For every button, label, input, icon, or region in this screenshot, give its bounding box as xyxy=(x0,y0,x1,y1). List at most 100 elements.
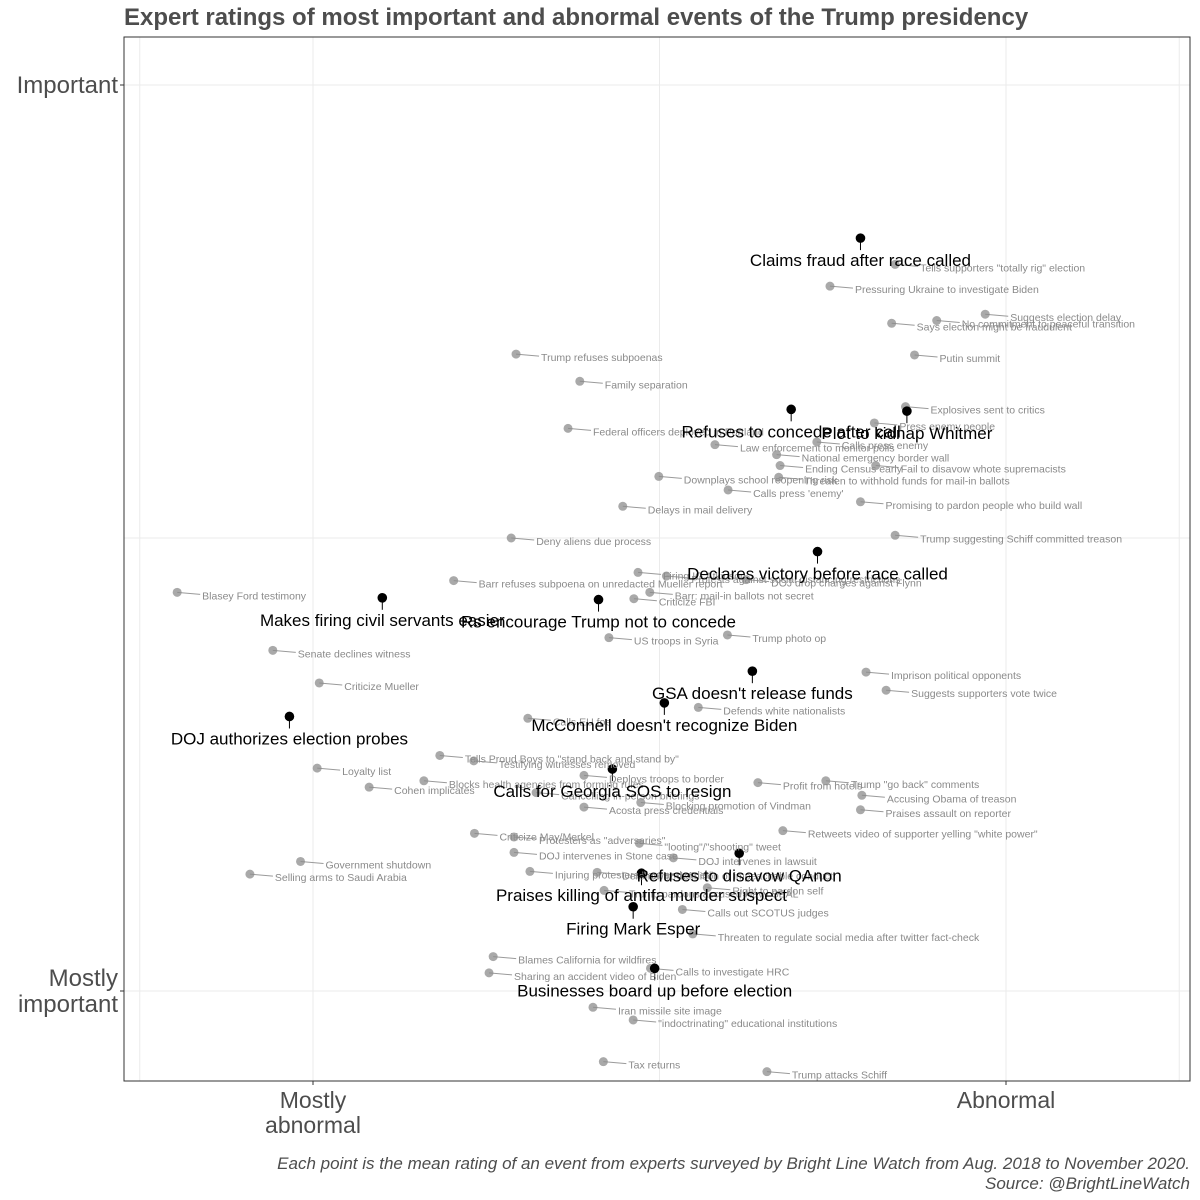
point-label: Acosta press credentials xyxy=(609,805,723,817)
point-label: Iran missile site image xyxy=(618,1005,722,1017)
point-label: Ending Census early xyxy=(805,464,903,476)
point-label: Blocks health agencies from forming rule… xyxy=(449,779,644,791)
data-point xyxy=(268,645,278,655)
point-label: Threaten to withhold funds for mail-in b… xyxy=(804,475,1010,487)
point-label: Injuring protesters "law and order" xyxy=(555,869,713,881)
data-point xyxy=(753,778,763,788)
data-point xyxy=(628,1015,638,1025)
point-label: Deploys troops to border xyxy=(609,773,724,785)
data-point xyxy=(636,798,646,808)
chart-title: Expert ratings of most important and abn… xyxy=(124,4,1029,31)
data-point xyxy=(723,485,733,495)
caption-line-description: Each point is the mean rating of an even… xyxy=(277,1154,1190,1173)
data-point xyxy=(688,929,698,939)
highlight-point xyxy=(607,764,618,774)
highlight-point xyxy=(659,698,670,708)
data-point xyxy=(812,437,822,447)
point-label: Retweets video of supporter yelling "whi… xyxy=(808,829,1038,841)
data-point xyxy=(910,350,920,360)
data-point xyxy=(774,472,784,482)
data-point xyxy=(245,869,255,879)
data-point xyxy=(563,423,573,433)
data-point xyxy=(861,667,871,677)
highlight-label: Plot to kidnap Whitmer xyxy=(821,424,992,443)
data-point xyxy=(488,952,498,962)
point-label: Calls press 'enemy' xyxy=(753,488,843,500)
data-point xyxy=(741,575,751,585)
point-label: Calls EU foe xyxy=(553,716,612,728)
point-label: Delays in mail delivery xyxy=(648,504,753,516)
data-point xyxy=(296,856,306,866)
point-label: Threaten to regulate social media after … xyxy=(718,932,980,944)
point-label: Explosives sent to critics xyxy=(931,405,1045,417)
chart-caption: Each point is the mean rating of an even… xyxy=(277,1154,1190,1194)
highlight-label: Makes firing civil servants easier xyxy=(260,611,505,630)
data-point xyxy=(778,826,788,836)
highlight-label: Rs encourage Trump not to concede xyxy=(461,613,736,632)
data-point xyxy=(855,805,865,815)
point-label: Testifying witnesses removed xyxy=(499,759,636,771)
point-label: Barr: mail-in ballots not secret xyxy=(675,590,814,602)
point-label: "indoctrinating" educational institution… xyxy=(658,1018,837,1030)
data-point xyxy=(932,316,942,326)
point-label: Pressuring Ukraine to investigate Biden xyxy=(855,284,1039,296)
highlight-point xyxy=(734,848,744,859)
point-label: DOJ intervenes in Stone case xyxy=(539,850,678,862)
point-label: Imprison political opponents xyxy=(891,670,1021,682)
point-label: Selling arms to Saudi Arabia xyxy=(275,872,407,884)
data-point xyxy=(484,968,494,978)
data-point xyxy=(825,281,835,291)
data-point xyxy=(661,571,671,581)
point-label: DOJ intervenes in lawsuit xyxy=(698,856,817,868)
point-label: Accusing Obama of treason xyxy=(887,793,1017,805)
highlight-label: Calls for Georgia SOS to resign xyxy=(493,782,731,801)
point-label: Trump "go back" comments xyxy=(851,779,979,791)
point-labels: Tells supporters "totally rig" election P… xyxy=(171,251,1135,1082)
highlight-point xyxy=(649,963,660,974)
highlight-point xyxy=(284,711,295,722)
point-label: Sharing an accident video of Biden xyxy=(514,971,676,983)
data-point xyxy=(693,702,703,712)
highlight-label: Refuses to disavow QAnon xyxy=(637,866,842,885)
data-point xyxy=(618,501,628,511)
highlight-label: Refuses to concede after call xyxy=(682,422,901,441)
point-label: Criticize FBI xyxy=(659,597,716,609)
data-point xyxy=(890,259,900,269)
data-point xyxy=(855,497,865,507)
data-point xyxy=(579,802,589,812)
highlight-label: Claims fraud after race called xyxy=(750,251,971,270)
point-label: Protesters as "adversaries" xyxy=(539,835,666,847)
point-label: DOJ drop charges against Flynn xyxy=(771,578,922,590)
point-label: Firing IG Atkinson xyxy=(663,570,746,582)
data-point xyxy=(509,832,519,842)
point-label: Blocking promotion of Vindman xyxy=(666,801,811,813)
point-label: Law enforcement to monitor polls xyxy=(740,443,895,455)
caption-line-source: Source: @BrightLineWatch xyxy=(985,1174,1190,1193)
data-point xyxy=(531,788,541,798)
data-point xyxy=(575,376,585,386)
point-label: Criticize May/Merkel xyxy=(499,831,594,843)
point-label: Blasey Ford testimony xyxy=(202,590,307,602)
highlight-label: Firing Mark Esper xyxy=(566,920,700,939)
highlight-point xyxy=(636,868,647,879)
point-label: Senate declines witness xyxy=(298,648,411,660)
data-point xyxy=(821,776,831,786)
x-tick-label: Abnormal xyxy=(957,1087,1055,1113)
data-point xyxy=(449,576,459,586)
point-label: Cohen implicates xyxy=(394,785,475,797)
data-point xyxy=(509,847,519,857)
data-point xyxy=(881,685,891,695)
data-point xyxy=(599,885,609,895)
data-point xyxy=(525,866,535,876)
data-point xyxy=(634,838,644,848)
point-label: Suggests election delay xyxy=(1010,312,1122,324)
data-point xyxy=(312,763,322,773)
data-point xyxy=(314,678,324,688)
highlight-label: McConnell doesn't recognize Biden xyxy=(531,716,797,735)
point-label: Trump pardons accused Navy SEAL xyxy=(629,888,799,900)
highlight-point xyxy=(855,233,866,243)
point-label: Trump photo op xyxy=(752,633,826,645)
highlight-label: Praises killing of antifa murder suspect xyxy=(496,886,787,905)
data-point xyxy=(469,756,479,766)
